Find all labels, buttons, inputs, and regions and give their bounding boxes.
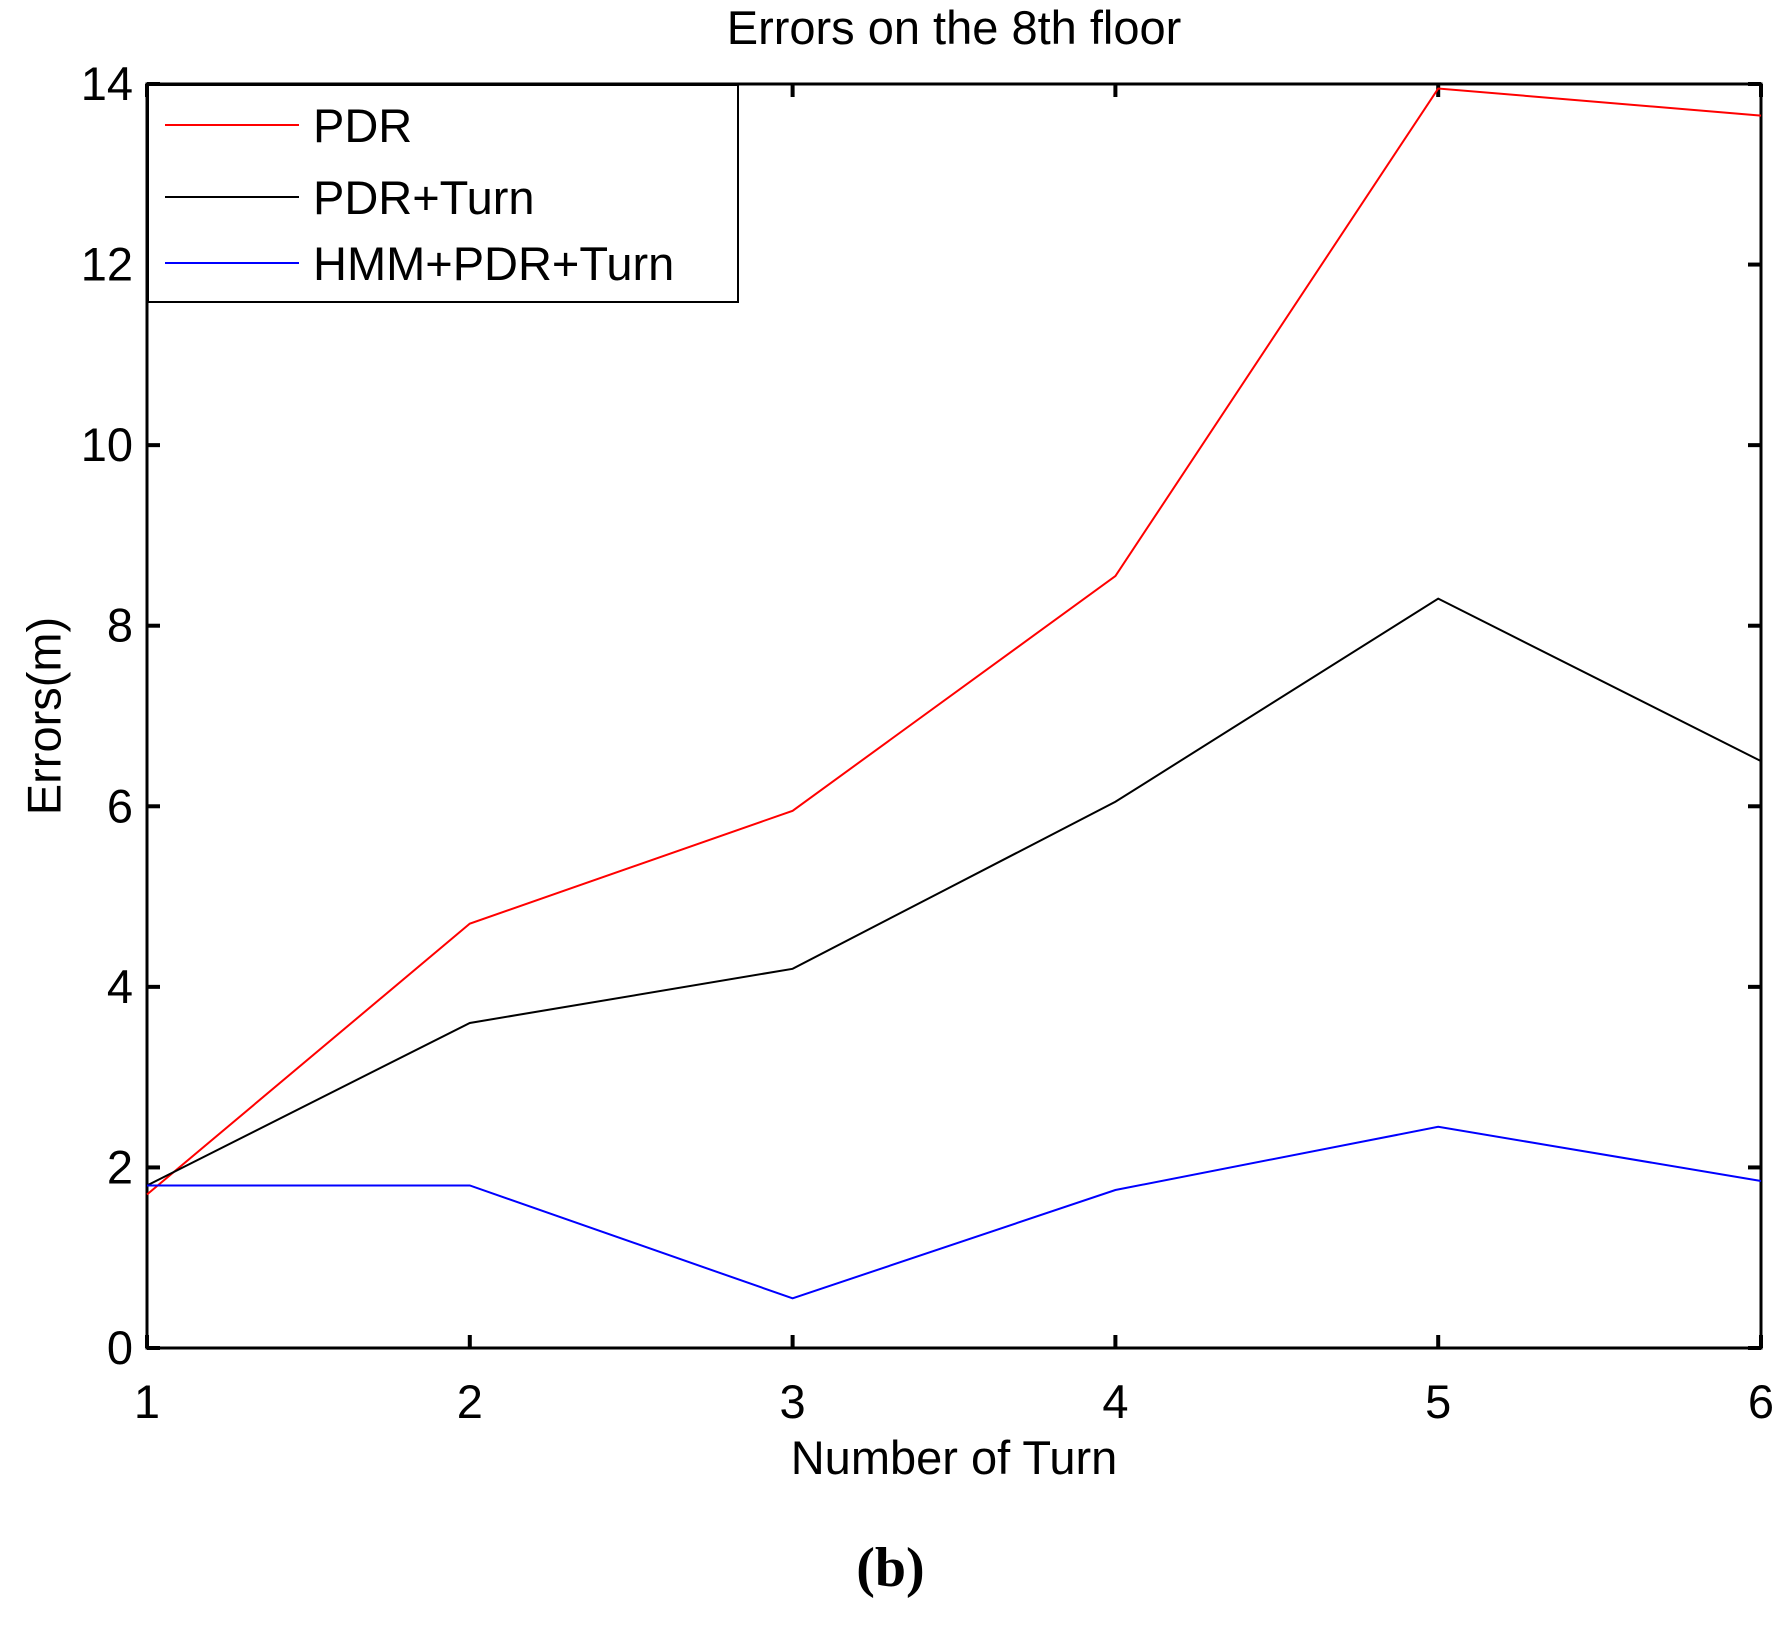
legend: PDR PDR+Turn HMM+PDR+Turn [147,84,739,303]
legend-item: HMM+PDR+Turn [149,232,674,294]
legend-line-sample [165,196,299,198]
legend-line-sample [165,124,299,126]
x-axis-label: Number of Turn [790,1431,1118,1484]
y-tick-label: 12 [81,238,133,291]
x-tick-label: 3 [780,1375,806,1428]
legend-line-sample [165,262,299,264]
legend-item: PDR+Turn [149,166,535,228]
y-tick-label: 2 [107,1140,133,1193]
x-tick-label: 2 [457,1375,483,1428]
figure-caption: (b) [856,1537,925,1599]
x-tick-label: 1 [134,1375,160,1428]
x-tick-label: 6 [1748,1375,1774,1428]
plot-frame [145,82,1763,1350]
y-tick-label: 4 [107,960,133,1013]
x-tick-label: 4 [1102,1375,1128,1428]
legend-label: PDR+Turn [313,170,535,224]
y-tick-label: 0 [107,1321,133,1374]
legend-item: PDR [149,94,412,156]
legend-label: PDR [313,98,413,152]
series-line-pdr-turn [146,597,1762,1187]
y-tick-label: 14 [81,57,133,110]
legend-label: HMM+PDR+Turn [313,236,675,290]
y-tick-label: 10 [81,418,133,471]
series-line-pdr [146,87,1762,1196]
y-tick-label: 6 [107,779,133,832]
chart-title: Errors on the 8th floor [726,1,1182,54]
x-tick-label: 5 [1425,1375,1451,1428]
series-line-hmm-pdr-turn [147,1125,1762,1300]
y-tick-label: 8 [107,599,133,652]
